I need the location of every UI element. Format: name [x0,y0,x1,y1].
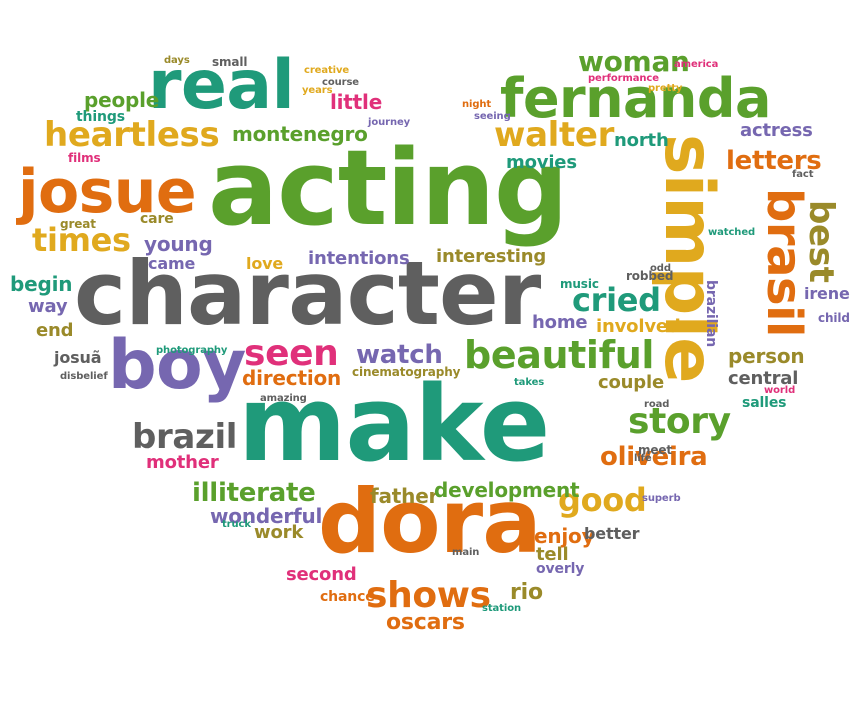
word-creative: creative [304,65,350,76]
word-dora: dora [318,470,542,573]
word-odd: odd [650,263,671,274]
word-robbed: robbed [626,269,674,283]
word-performance: performance [588,73,659,84]
word-course: course [322,77,359,88]
word-love: love [246,254,284,273]
word-walter: walter [494,115,615,155]
word-illiterate: illiterate [192,478,316,508]
word-seen: seen [244,333,339,374]
word-takes: takes [514,377,545,388]
word-intentions: intentions [308,248,410,269]
word-acting: acting [208,127,568,249]
word-fernanda: fernanda [500,67,771,130]
word-salles: salles [742,395,787,411]
word-montenegro: montenegro [232,122,368,146]
word-america: america [674,59,719,70]
word-station: station [482,603,521,614]
word-beautiful: beautiful [464,333,655,377]
word-years: years [302,85,333,96]
word-josue: josue [18,157,197,227]
word-actress: actress [740,120,813,141]
word-journey: journey [368,117,411,128]
word-character: character [74,242,541,345]
word-came: came [148,254,196,273]
word-people: people [84,88,160,112]
word-cinematography: cinematography [352,365,461,379]
word-watch: watch [356,340,443,370]
word-begin: begin [10,272,73,296]
word-main: main [452,547,480,558]
word-oscars: oscars [386,610,465,635]
word-meet: meet [638,443,673,457]
word-pretty: pretty [648,83,683,94]
word-enjoy: enjoy [534,524,595,548]
word-person: person [728,344,805,368]
word-father: father [370,484,439,508]
word-boy: boy [108,326,246,405]
word-times: times [32,221,131,259]
word-mother: mother [146,452,219,473]
word-world: world [764,385,796,396]
word-way: way [28,296,68,317]
word-truck: truck [222,519,251,530]
word-tell: tell [536,544,569,565]
word-night: night [462,99,492,110]
word-amazing: amazing [260,393,307,404]
word-central: central [728,368,799,389]
word-films: films [68,151,101,165]
word-oliveira: oliveira [600,442,708,472]
word-north: north [614,130,669,151]
word-story: story [628,401,731,442]
word-real: real [148,46,295,125]
word-disbelief: disbelief [60,371,108,382]
word-development: development [434,478,580,502]
word-good: good [558,481,647,519]
word-days: days [164,55,190,66]
word-shows: shows [366,575,491,616]
word-work: work [254,522,304,543]
word-life: life [634,453,652,464]
word-music: music [560,277,599,291]
word-superb: superb [642,493,681,504]
word-watched: watched [708,227,756,238]
word-rio: rio [510,580,543,605]
word-brazilian: brazilian [703,280,719,348]
word-great: great [60,217,96,231]
word-seeing: seeing [474,111,511,122]
word-small: small [212,55,248,69]
word-wonderful: wonderful [210,504,323,528]
word-chance: chance [320,589,375,605]
word-little: little [330,90,383,114]
word-letters: letters [726,146,822,176]
word-child: child [818,311,850,325]
word-interesting: interesting [436,246,547,267]
word-better: better [584,524,640,543]
word-involved: involved [596,316,681,337]
word-end: end [36,320,74,341]
word-woman: woman [578,45,690,78]
word-direction: direction [242,366,342,390]
word-things: things [76,109,125,125]
word-cried: cried [572,281,661,319]
word-care: care [140,211,174,227]
word-overly: overly [536,561,585,577]
word-movies: movies [506,152,577,173]
word-fact: fact [792,169,814,180]
word-photography: photography [156,345,228,356]
word-second: second [286,564,357,585]
word-couple: couple [598,372,665,393]
word-young: young [144,232,213,256]
word-josu-: josuã [54,348,102,367]
word-brazil: brazil [132,417,238,457]
word-road: road [644,399,670,410]
word-best: best [801,200,841,283]
word-irene: irene [804,284,850,303]
word-home: home [532,312,588,333]
word-make: make [238,363,550,485]
word-heartless: heartless [44,115,220,155]
